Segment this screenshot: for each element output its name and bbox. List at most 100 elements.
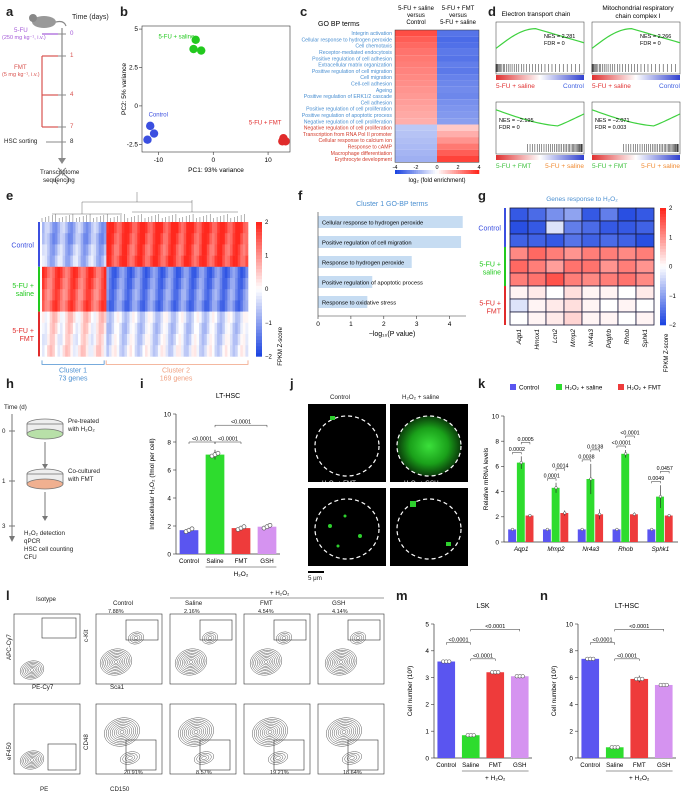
heatmap-cell (90, 334, 94, 346)
colorbar-step (256, 306, 262, 310)
contour-ring (275, 756, 281, 760)
f-title: Cluster 1 GO-BP terms (356, 201, 428, 208)
contour-ring (115, 727, 129, 737)
colorbar-step (256, 295, 262, 300)
heatmap-cell (211, 278, 215, 290)
colorbar-tick: -4 (393, 165, 398, 171)
contour-ring (117, 728, 127, 736)
heatmap-cell (52, 244, 56, 256)
heatmap-cell (181, 233, 184, 245)
heatmap-cell (93, 300, 97, 312)
bar (581, 658, 600, 758)
contour-ring (264, 660, 268, 664)
colorbar-step (411, 170, 415, 174)
heatmap-cell (65, 311, 69, 324)
heatmap-cell (78, 222, 81, 234)
heatmap-cell (214, 233, 218, 245)
chart-title: LSK (476, 603, 490, 610)
contour-ring (329, 720, 359, 744)
bar (551, 487, 560, 542)
heatmap-cell (188, 255, 192, 268)
heatmap-cell (88, 334, 92, 346)
heatmap-cell (90, 255, 94, 268)
heatmap-cell (157, 233, 161, 245)
heatmap-cell (229, 244, 233, 256)
y-tick-label: 2 (167, 523, 171, 530)
heatmap-cell (160, 334, 164, 346)
heatmap-cell (106, 278, 110, 290)
heatmap-cell (88, 244, 92, 256)
gene-label: Sphk1 (642, 329, 649, 348)
heatmap-cell (181, 322, 184, 335)
contour-ring (105, 652, 127, 672)
heatmap-cell (88, 278, 92, 290)
heatmap-cell (124, 222, 128, 234)
heatmap-cell (93, 278, 97, 290)
heatmap-cell (165, 334, 169, 346)
h-day-0: 0 (2, 428, 6, 435)
heatmap-cell (217, 322, 220, 335)
colorbar-tick: 0 (435, 165, 438, 171)
heatmap-cell (147, 278, 151, 290)
heatmap-cell (129, 289, 133, 301)
colorbar-step (660, 322, 666, 326)
series-label: 5-FU + FMT (249, 120, 282, 126)
colorbar-label: log₂ (fold enrichment) (408, 178, 465, 184)
contour-ring (346, 754, 358, 762)
heatmap-cell (78, 322, 81, 335)
heatmap-cell (563, 285, 583, 300)
heatmap-cell (119, 322, 123, 335)
heatmap-cell (96, 311, 99, 324)
heatmap-cell (114, 255, 117, 268)
heatmap-cell (175, 278, 179, 290)
heatmap-cell (181, 222, 184, 234)
contour-ring (267, 751, 289, 765)
heatmap-cell (126, 244, 130, 256)
heatmap-cell (139, 345, 143, 357)
cluster2-bracket (105, 360, 249, 365)
heatmap-cell (150, 244, 154, 256)
heatmap-cell (78, 278, 81, 290)
contour-ring (330, 652, 352, 672)
heatmap-cell (170, 334, 174, 346)
cluster2-label: Cluster 2 (162, 367, 190, 374)
heatmap-cell (65, 334, 69, 346)
heatmap-cell (114, 233, 117, 245)
heatmap-cell (145, 334, 148, 346)
heatmap-cell (227, 233, 231, 245)
colorbar-step (405, 170, 408, 174)
contour-ring (272, 754, 284, 762)
heatmap-cell (42, 233, 45, 245)
heatmap-cell (186, 311, 190, 324)
heatmap-cell (96, 289, 99, 301)
contour-ring (179, 719, 213, 745)
col-label: 5-FU + saline (440, 20, 477, 26)
heatmap-cell (196, 311, 200, 324)
colorbar-step (256, 326, 262, 330)
p-value: <0.0001 (485, 624, 505, 630)
heatmap-cell (42, 244, 45, 256)
fu-dose: (250 mg kg⁻¹, i.v.) (2, 35, 46, 41)
contour-ring (119, 751, 141, 765)
heatmap-cell (67, 244, 71, 256)
heatmap-cell (57, 266, 61, 279)
heatmap-cell (52, 334, 56, 346)
heatmap-cell (42, 222, 45, 234)
sig-bracket (614, 658, 640, 661)
rank-bar (496, 75, 584, 80)
heatmap-cell (224, 278, 228, 290)
heatmap-cell (114, 322, 117, 335)
heatmap-cell (204, 334, 208, 346)
heatmap-cell (206, 311, 210, 324)
heatmap-cell (395, 156, 437, 163)
heatmap-cell (229, 255, 233, 268)
heatmap-cell (62, 289, 66, 301)
heatmap-cell (227, 244, 231, 256)
heatmap-cell (49, 266, 53, 279)
heatmap-cell (599, 246, 619, 261)
g-title: Genes response to H₂O₂ (546, 196, 618, 203)
l-col-gsh: GSH (332, 600, 346, 607)
heatmap-cell (152, 222, 156, 234)
heatmap-cell (235, 255, 238, 268)
heatmap-cell (116, 300, 120, 312)
